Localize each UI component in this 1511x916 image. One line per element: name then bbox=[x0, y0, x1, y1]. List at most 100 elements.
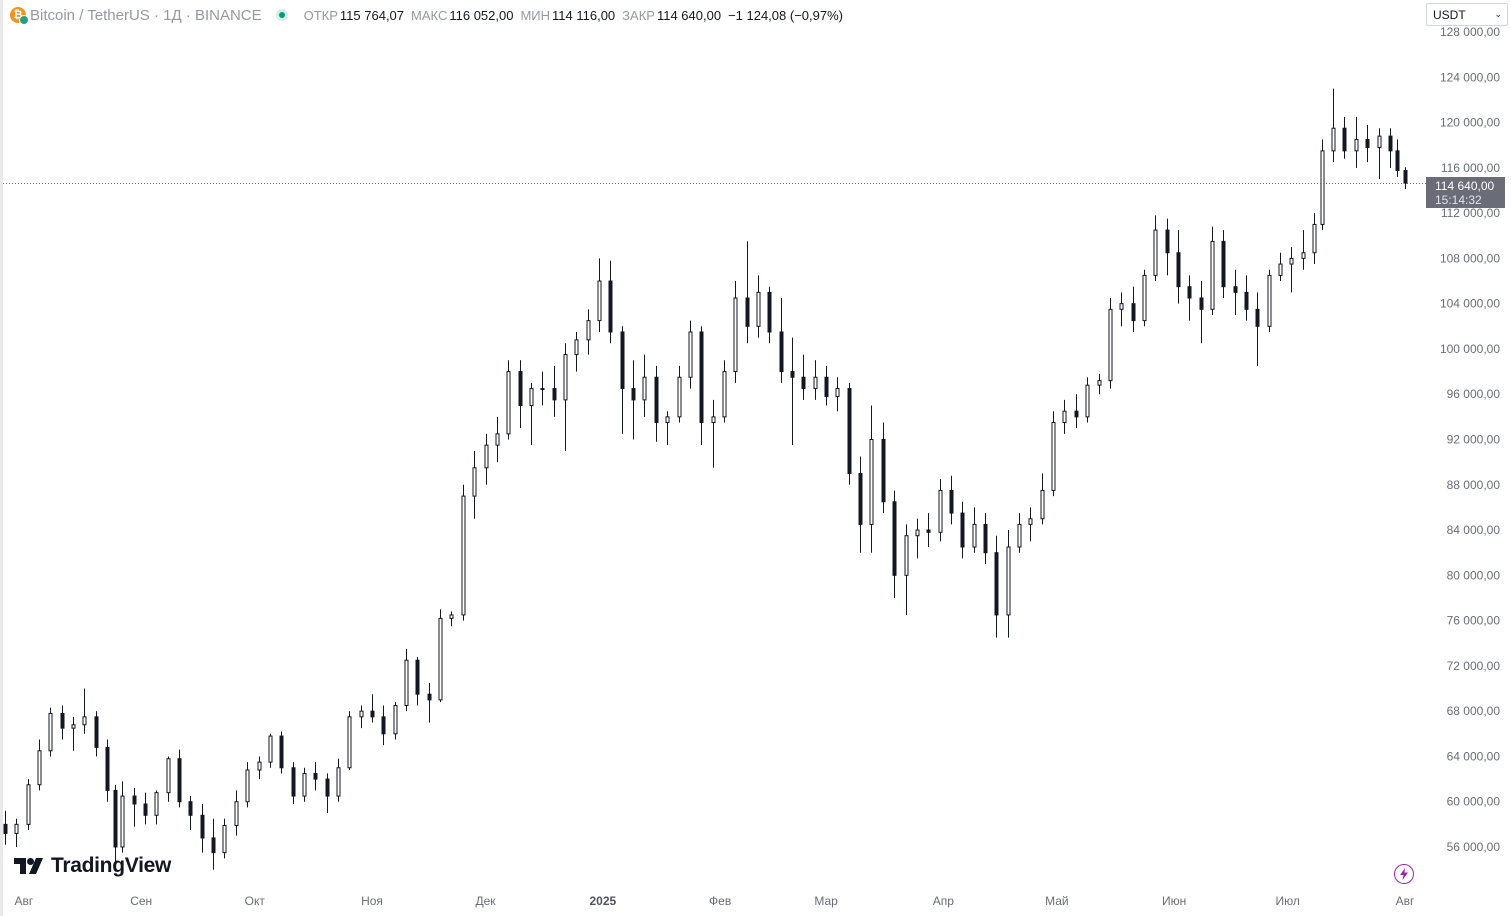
candle bbox=[1199, 281, 1204, 344]
candle bbox=[1051, 411, 1056, 497]
candle-body bbox=[279, 735, 284, 769]
candle-body bbox=[1255, 308, 1260, 327]
candle bbox=[1176, 230, 1181, 304]
candle-body bbox=[37, 750, 42, 786]
currency-select[interactable]: USDT ⌄ bbox=[1426, 3, 1508, 26]
tradingview-logo[interactable]: TradingView bbox=[14, 854, 171, 878]
candle-body bbox=[154, 792, 159, 816]
last-price-label: 114 640,00 15:14:32 bbox=[1426, 177, 1505, 208]
candle-body bbox=[166, 758, 171, 794]
candle bbox=[268, 733, 273, 768]
candle-body bbox=[756, 291, 761, 327]
close-value: 114 640,00 bbox=[656, 7, 722, 23]
candle bbox=[1267, 269, 1272, 332]
candle bbox=[1312, 213, 1317, 265]
candle-body bbox=[699, 331, 704, 424]
market-open-dot-icon[interactable] bbox=[275, 9, 288, 21]
candle bbox=[359, 705, 364, 729]
candle-body bbox=[347, 716, 352, 769]
candle bbox=[1006, 530, 1011, 638]
symbol-legend: ₿ Bitcoin / TetherUS · 1Д · BINANCE ОТКР… bbox=[10, 4, 843, 26]
candle bbox=[1244, 275, 1249, 321]
candle-body bbox=[1176, 252, 1181, 288]
candle bbox=[1388, 128, 1393, 168]
candle bbox=[790, 337, 795, 446]
last-price-value: 114 640,00 bbox=[1435, 178, 1495, 193]
candle bbox=[60, 705, 65, 740]
candle bbox=[370, 694, 375, 723]
symbol-title[interactable]: Bitcoin / TetherUS · 1Д · BINANCE bbox=[30, 6, 262, 24]
candle-body bbox=[654, 376, 659, 424]
candle bbox=[847, 382, 852, 485]
candle-body bbox=[938, 489, 943, 533]
candle-body bbox=[1074, 410, 1079, 418]
candle-body bbox=[449, 614, 454, 619]
candle-body bbox=[495, 433, 500, 446]
time-axis[interactable]: Авг Сен Окт Ноя Дек 2025 Фев Мар Апр Май Июн Июл Авг bbox=[15, 894, 1415, 908]
candle-body bbox=[94, 716, 99, 748]
tradingview-logo-text: TradingView bbox=[51, 854, 172, 877]
candle bbox=[37, 739, 42, 791]
price-axis[interactable]: 56 000,00 60 000,00 64 000,00 68 000,00 72 0… bbox=[1440, 25, 1500, 854]
candle bbox=[642, 354, 647, 417]
candle-body bbox=[120, 795, 125, 848]
candle-body bbox=[835, 388, 840, 397]
candle bbox=[1365, 124, 1370, 163]
candle bbox=[381, 705, 386, 746]
candle-body bbox=[1233, 286, 1238, 293]
candle bbox=[120, 781, 125, 853]
candle bbox=[1108, 298, 1113, 389]
candle bbox=[574, 331, 579, 372]
candle-body bbox=[1097, 380, 1102, 386]
candle bbox=[245, 762, 250, 808]
candle-body bbox=[1187, 286, 1192, 299]
candle bbox=[113, 784, 118, 864]
candle bbox=[1040, 473, 1045, 525]
candle-body bbox=[370, 710, 375, 718]
candle bbox=[699, 326, 704, 446]
candle-body bbox=[484, 444, 489, 469]
candle-body bbox=[881, 439, 886, 503]
candle bbox=[1153, 215, 1158, 282]
candle-body bbox=[245, 769, 250, 803]
candle-body bbox=[994, 552, 999, 616]
candle bbox=[105, 739, 110, 802]
candle-body bbox=[801, 376, 806, 390]
candle bbox=[393, 702, 398, 740]
candle bbox=[1165, 218, 1170, 276]
high-value: 116 052,00 bbox=[449, 7, 514, 23]
status-dot-inner bbox=[278, 12, 285, 18]
candle bbox=[835, 377, 840, 412]
bitcoin-tether-icon: ₿ bbox=[10, 7, 29, 25]
candle bbox=[1221, 230, 1226, 299]
candle bbox=[904, 524, 909, 615]
high-label: МАКС bbox=[411, 7, 448, 23]
candle bbox=[1301, 230, 1306, 270]
price-tick-label: 116 000,00 bbox=[1441, 161, 1500, 175]
candle-body bbox=[404, 659, 409, 707]
lightning-button[interactable] bbox=[1394, 864, 1414, 884]
candle bbox=[518, 360, 523, 429]
candle-body bbox=[132, 795, 137, 805]
tether-icon bbox=[19, 15, 29, 25]
candle bbox=[654, 365, 659, 442]
candle-body bbox=[1244, 291, 1249, 310]
candle bbox=[484, 433, 489, 485]
price-tick-label: 88 000,00 bbox=[1447, 478, 1501, 492]
time-tick-label: Мар bbox=[814, 894, 838, 908]
candle-body bbox=[325, 778, 330, 797]
candle-body bbox=[211, 837, 216, 854]
candle-body bbox=[291, 767, 296, 797]
candle-body bbox=[574, 339, 579, 356]
candle bbox=[291, 762, 296, 804]
candle-body bbox=[461, 495, 466, 616]
candle-body bbox=[1365, 139, 1370, 148]
candle-body bbox=[677, 376, 682, 418]
candle bbox=[779, 298, 784, 383]
candle bbox=[586, 309, 591, 355]
candle-body bbox=[767, 291, 772, 333]
candle-body bbox=[1062, 410, 1067, 424]
candle-body bbox=[1165, 229, 1170, 254]
candles-layer bbox=[3, 88, 1408, 870]
